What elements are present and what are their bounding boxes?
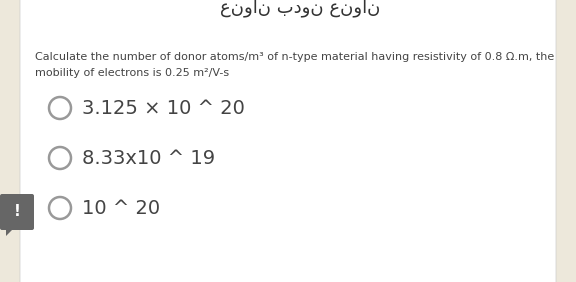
Circle shape (49, 97, 71, 119)
Text: mobility of electrons is 0.25 m²/V-s: mobility of electrons is 0.25 m²/V-s (35, 68, 229, 78)
Circle shape (49, 147, 71, 169)
Text: 3.125 × 10 ^ 20: 3.125 × 10 ^ 20 (82, 98, 245, 118)
Text: Calculate the number of donor atoms/m³ of n-type material having resistivity of : Calculate the number of donor atoms/m³ o… (35, 52, 554, 62)
Polygon shape (6, 228, 14, 236)
FancyBboxPatch shape (20, 0, 556, 282)
Circle shape (49, 197, 71, 219)
Text: !: ! (14, 204, 20, 219)
Text: 8.33x10 ^ 19: 8.33x10 ^ 19 (82, 149, 215, 168)
Text: 10 ^ 20: 10 ^ 20 (82, 199, 160, 217)
FancyBboxPatch shape (0, 194, 34, 230)
Text: عنوان بدون عنوان: عنوان بدون عنوان (220, 0, 380, 17)
